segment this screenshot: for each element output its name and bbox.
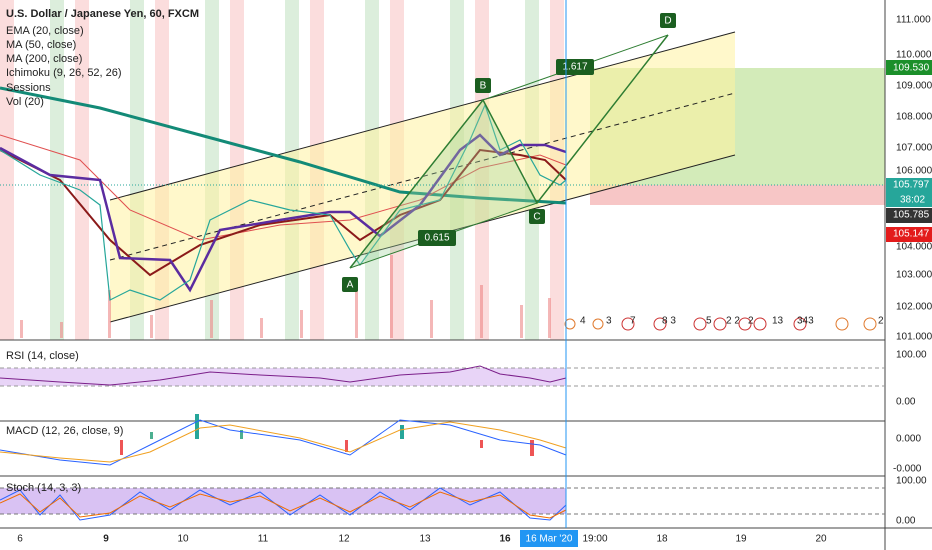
date-label: 13	[419, 534, 431, 545]
indicator: MA (200, close)	[6, 53, 82, 65]
stoch-d	[0, 491, 567, 519]
price-label: 106.000	[896, 166, 932, 177]
date-label: 20	[815, 534, 827, 545]
legend: U.S. Dollar / Japanese Yen, 60, FXCM EMA…	[6, 8, 199, 108]
event-count: 5	[706, 316, 712, 327]
rsi-tick: 100.00	[896, 350, 927, 361]
date-label: 11	[258, 534, 269, 545]
loss-zone	[590, 185, 885, 205]
cursor-time: 19:00	[582, 534, 607, 545]
pattern-legs	[349, 34, 669, 269]
event-count: 2	[748, 316, 754, 327]
date-label: 16	[499, 534, 511, 545]
price-label: 102.000	[896, 302, 932, 313]
indicator: Vol (20)	[6, 96, 44, 108]
symbol: U.S. Dollar / Japanese Yen, 60, FXCM	[6, 8, 199, 20]
indicator: Sessions	[6, 82, 51, 94]
point-label: C	[533, 212, 540, 223]
signal-line	[0, 421, 567, 463]
countdown-tag: 38:02	[900, 195, 925, 206]
stoch-tick: 100.00	[896, 476, 927, 487]
event-count: 4	[580, 316, 586, 327]
event-count: 8 3	[662, 316, 676, 327]
macd-line	[0, 419, 567, 466]
cursor-date: 16 Mar '20	[526, 534, 573, 545]
event-count: 3	[606, 316, 612, 327]
stoch-tick: 0.00	[896, 516, 916, 527]
time-axis: 6 9 10 11 12 13 16 18 19 20 16 Mar '20 1…	[17, 530, 827, 547]
event-count: 2	[878, 316, 884, 327]
event-count: 343	[797, 316, 814, 327]
ratio-label: 1.617	[562, 62, 587, 73]
date-label: 10	[177, 534, 189, 545]
channel-upper	[109, 31, 736, 201]
macd-hist	[120, 414, 534, 456]
price-label: 110.000	[896, 50, 932, 61]
date-label: 18	[656, 534, 668, 545]
pattern-fill	[350, 100, 537, 268]
pane-title: Stoch (14, 3, 3)	[6, 482, 81, 494]
rsi-tick: 0.00	[896, 397, 916, 408]
event-count: 7	[630, 316, 636, 327]
last-tag: 105.797	[893, 180, 930, 191]
date-label: 6	[17, 534, 23, 545]
date-label: 19	[735, 534, 747, 545]
indicator: MA (50, close)	[6, 39, 76, 51]
target-tag: 109.530	[893, 63, 930, 74]
price-axis: 111.000 110.000 109.000 108.000 107.000 …	[886, 15, 932, 527]
price-label: 103.000	[896, 270, 932, 281]
price-label: 111.000	[896, 15, 931, 26]
point-label: B	[480, 81, 487, 92]
point-label: A	[347, 280, 354, 291]
date-label: 12	[338, 534, 350, 545]
ratio-label: 0.615	[424, 233, 449, 244]
macd-tick: -0.000	[893, 464, 922, 475]
stop-tag: 105.147	[893, 229, 930, 240]
indicator: Ichimoku (9, 26, 52, 26)	[6, 67, 122, 79]
point-label: D	[664, 16, 671, 27]
volume	[20, 255, 551, 338]
event-count: 2 2	[726, 316, 740, 327]
events: 4 3 7 8 3 5 2 2 2 13 343 2	[564, 316, 884, 331]
event-count: 13	[772, 316, 784, 327]
pane-title: RSI (14, close)	[6, 350, 79, 362]
indicator: EMA (20, close)	[6, 25, 84, 37]
rsi-line	[0, 365, 567, 386]
pane-title: MACD (12, 26, close, 9)	[6, 425, 123, 437]
price-label: 109.000	[896, 81, 932, 92]
price-label: 108.000	[896, 112, 932, 123]
price-label: 107.000	[896, 143, 932, 154]
price-label: 101.000	[896, 332, 932, 343]
ma-200	[0, 86, 567, 205]
cursor-tag: 105.785	[893, 210, 930, 221]
date-label: 9	[103, 534, 109, 545]
macd-tick: 0.000	[896, 434, 921, 445]
price-label: 104.000	[896, 242, 932, 253]
ichimoku	[0, 133, 567, 293]
